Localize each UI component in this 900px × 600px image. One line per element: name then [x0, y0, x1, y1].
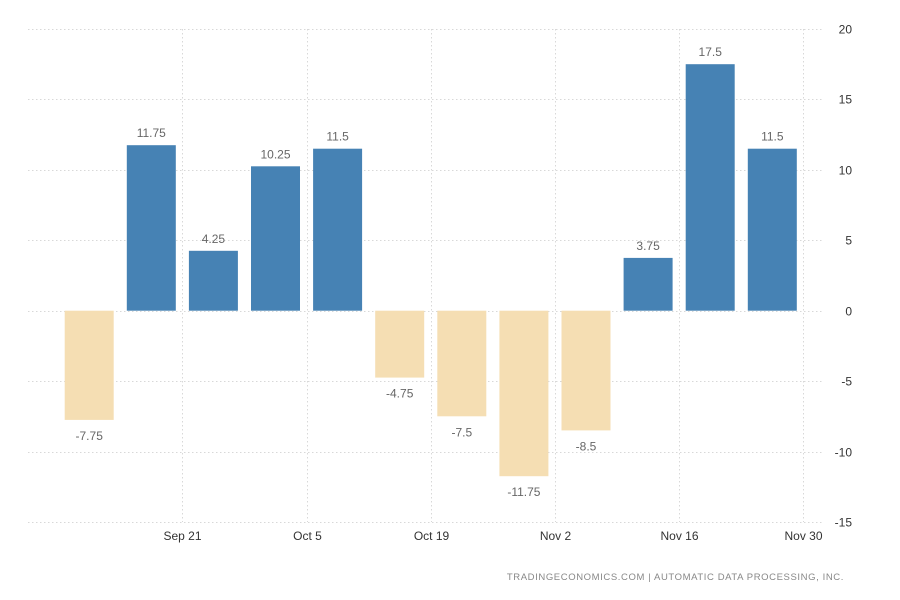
bar[interactable]: [499, 310, 549, 477]
bar-series: [64, 64, 797, 477]
x-tick-label: Oct 19: [414, 529, 450, 543]
x-tick-label: Nov 16: [660, 529, 698, 543]
data-label: -7.75: [76, 429, 104, 443]
bar[interactable]: [437, 310, 487, 417]
y-tick-label: 15: [839, 93, 853, 107]
bar[interactable]: [375, 310, 425, 378]
data-label: -8.5: [576, 439, 597, 453]
data-label: 17.5: [699, 45, 723, 59]
x-tick-label: Oct 5: [293, 529, 322, 543]
x-axis-ticks: Sep 21 Oct 5 Oct 19 Nov 2 Nov 16 Nov 30: [163, 529, 822, 543]
y-tick-label: 0: [845, 305, 852, 319]
bar[interactable]: [561, 310, 611, 431]
data-label: -7.5: [451, 425, 472, 439]
data-label: 11.75: [137, 126, 166, 140]
y-tick-label: -5: [841, 375, 852, 389]
bar[interactable]: [64, 310, 114, 420]
bar[interactable]: [313, 148, 363, 311]
y-tick-label: -15: [835, 516, 853, 530]
data-label: 11.5: [761, 130, 784, 144]
data-label: 3.75: [636, 239, 660, 253]
bar[interactable]: [126, 145, 176, 311]
y-tick-label: 10: [839, 164, 853, 178]
data-label: 11.5: [326, 130, 349, 144]
y-tick-label: 20: [839, 23, 853, 37]
data-label: 10.25: [260, 147, 290, 161]
data-label: -11.75: [507, 485, 540, 499]
y-tick-label: -10: [835, 446, 853, 460]
x-tick-label: Nov 2: [540, 529, 572, 543]
bar[interactable]: [188, 250, 238, 311]
data-label: 4.25: [202, 232, 226, 246]
x-tick-label: Nov 30: [784, 529, 822, 543]
bar[interactable]: [747, 148, 797, 311]
bar[interactable]: [251, 166, 300, 311]
data-label: -4.75: [386, 387, 414, 401]
x-tick-label: Sep 21: [163, 529, 201, 543]
y-axis-ticks: 20 15 10 5 0 -5 -10 -15: [835, 23, 853, 530]
bar[interactable]: [685, 64, 735, 311]
bar[interactable]: [623, 257, 673, 311]
source-attribution: TRADINGECONOMICS.COM | AUTOMATIC DATA PR…: [506, 572, 844, 583]
data-labels: -7.75 11.75 4.25 10.25 11.5 -4.75 -7.5 -11.75 -8…: [76, 45, 784, 499]
y-tick-label: 5: [845, 234, 852, 248]
